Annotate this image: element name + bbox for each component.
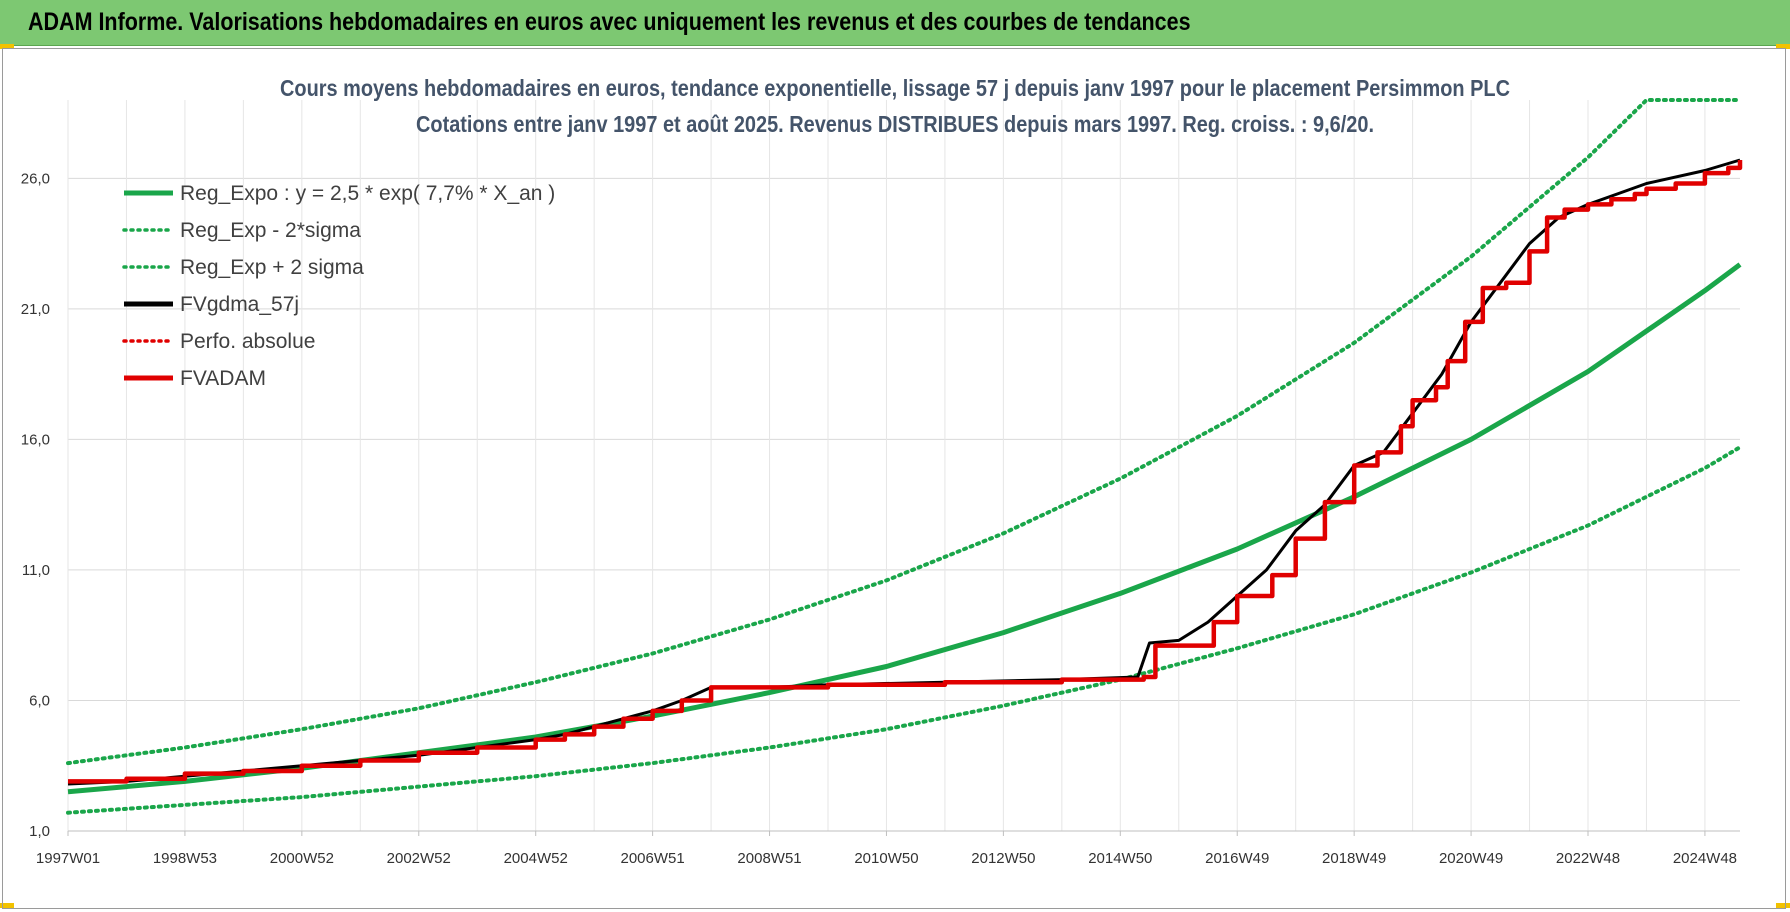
x-tick-label: 2024W48 bbox=[1673, 850, 1737, 867]
x-tick-label: 2022W48 bbox=[1556, 850, 1620, 867]
legend-label-1: Reg_Exp - 2*sigma bbox=[180, 219, 361, 242]
x-tick-label: 2002W52 bbox=[387, 850, 451, 867]
x-tick-label: 2010W50 bbox=[854, 850, 918, 867]
x-tick-label: 2016W49 bbox=[1205, 850, 1269, 867]
series-line-0 bbox=[67, 262, 1742, 795]
series-line-1 bbox=[66, 445, 1742, 815]
series-line-3 bbox=[67, 158, 1741, 786]
x-tick-label: 2020W49 bbox=[1439, 850, 1503, 867]
y-tick-label: 16,0 bbox=[21, 431, 50, 448]
y-tick-label: 11,0 bbox=[22, 562, 50, 579]
chart-grid bbox=[67, 100, 1740, 832]
corner-mark-bottom-right bbox=[1776, 903, 1790, 908]
corner-mark-top-left bbox=[0, 44, 14, 49]
x-tick-label: 2018W49 bbox=[1322, 850, 1386, 867]
corner-mark-bottom-left bbox=[0, 903, 14, 908]
legend-label-2: Reg_Exp + 2 sigma bbox=[180, 256, 364, 279]
corner-mark-top-right bbox=[1776, 44, 1790, 49]
chart-legend: Reg_Expo : y = 2,5 * exp( 7,7% * X_an ) R… bbox=[122, 182, 555, 390]
x-tick-label: 1997W01 bbox=[36, 850, 100, 867]
x-tick-label: 2006W51 bbox=[621, 850, 685, 867]
legend-label-0: Reg_Expo : y = 2,5 * exp( 7,7% * X_an ) bbox=[180, 182, 555, 205]
y-tick-label: 26,0 bbox=[21, 170, 50, 187]
x-tick-label: 2000W52 bbox=[270, 850, 334, 867]
banner-title: ADAM Informe. Valorisations hebdomadaire… bbox=[28, 8, 1191, 36]
x-tick-label: 2012W50 bbox=[971, 850, 1035, 867]
x-tick-label: 2014W50 bbox=[1088, 850, 1152, 867]
legend-label-3: FVgdma_57j bbox=[180, 293, 299, 316]
y-tick-label: 6,0 bbox=[29, 692, 50, 709]
x-axis-ticks: 1997W01 1998W53 2000W52 2002W52 2004W52 2006W… bbox=[36, 831, 1737, 867]
x-tick-label: 1998W53 bbox=[153, 850, 217, 867]
chart-title-line-1: Cours moyens hebdomadaires en euros, ten… bbox=[280, 75, 1510, 101]
series-line-2 bbox=[66, 98, 1742, 766]
y-axis-ticks: 1,0 6,0 11,0 16,0 21,0 26,0 bbox=[21, 170, 50, 840]
x-tick-label: 2004W52 bbox=[504, 850, 568, 867]
legend-label-5: FVADAM bbox=[180, 367, 266, 390]
chart-frame bbox=[2, 48, 1786, 909]
x-tick-label: 2008W51 bbox=[737, 850, 801, 867]
chart-title-line-2: Cotations entre janv 1997 et août 2025. … bbox=[416, 111, 1374, 137]
series-line-5 bbox=[68, 160, 1743, 784]
y-tick-label: 1,0 bbox=[29, 823, 50, 840]
y-tick-label: 21,0 bbox=[21, 301, 50, 318]
legend-label-4: Perfo. absolue bbox=[180, 330, 315, 353]
series-layer bbox=[66, 98, 1743, 815]
header-banner: ADAM Informe. Valorisations hebdomadaire… bbox=[0, 0, 1790, 46]
